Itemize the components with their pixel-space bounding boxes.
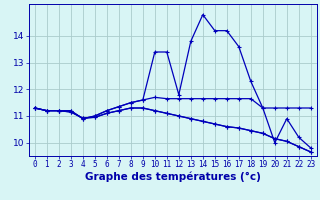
X-axis label: Graphe des températures (°c): Graphe des températures (°c) xyxy=(85,172,261,182)
